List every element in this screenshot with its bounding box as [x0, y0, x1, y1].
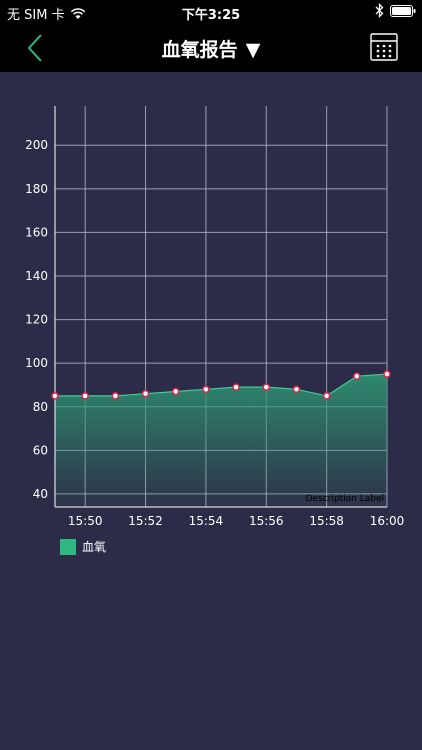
bluetooth-icon [375, 3, 384, 18]
status-bar: 无 SIM 卡 下午3:25 [0, 0, 422, 24]
data-point [322, 392, 331, 400]
series-line [55, 373, 388, 397]
report-type-dropdown[interactable]: 血氧报告 ▼ [0, 35, 422, 62]
data-point [141, 389, 150, 398]
legend-label: 血氧 [82, 540, 107, 554]
data-point [202, 385, 210, 394]
data-point [232, 383, 240, 391]
calendar-button[interactable] [370, 33, 398, 61]
battery-icon [390, 4, 416, 17]
chart-description-label: Description Label [306, 494, 384, 504]
y-tick-label: 200 [25, 138, 48, 152]
data-point [111, 392, 120, 400]
blood-oxygen-chart: 40 60 80 100 120 140 160 180 200 15:50 15:52 15:54 1… [25, 106, 405, 528]
calendar-icon [370, 33, 398, 61]
page-title: 血氧报告 [161, 39, 238, 61]
x-tick-label: 15:50 [68, 514, 103, 528]
y-tick-label: 120 [25, 313, 48, 327]
y-tick-label: 80 [33, 400, 48, 414]
y-tick-label: 60 [33, 443, 48, 457]
y-tick-label: 160 [25, 225, 48, 239]
series-area [55, 374, 387, 507]
data-point [353, 372, 361, 380]
legend-swatch [60, 538, 76, 555]
data-point [81, 392, 89, 400]
x-tick-label: 15:56 [249, 514, 284, 528]
status-time: 下午3:25 [181, 8, 241, 23]
caret-down-icon: ▼ [245, 39, 261, 61]
x-tick-label: 15:52 [128, 514, 163, 528]
wifi-icon [70, 7, 85, 19]
chevron-left-icon [27, 34, 42, 62]
data-point [171, 387, 180, 396]
y-tick-label: 40 [33, 487, 48, 501]
y-tick-label: 140 [25, 269, 48, 283]
data-point [51, 392, 59, 400]
carrier-label: 无 SIM 卡 [7, 8, 65, 23]
y-tick-label: 180 [25, 182, 48, 196]
x-tick-label: 16:00 [370, 514, 405, 528]
data-point [383, 370, 391, 378]
data-point [292, 385, 301, 394]
chart-legend: 血氧 [60, 538, 106, 555]
x-tick-label: 15:58 [309, 514, 344, 528]
back-button[interactable] [22, 32, 52, 64]
x-tick-label: 15:54 [189, 514, 224, 528]
y-tick-label: 100 [25, 356, 48, 370]
status-right [375, 3, 416, 18]
data-point [262, 383, 271, 391]
status-left: 无 SIM 卡 [7, 4, 86, 23]
nav-bar: 血氧报告 ▼ [0, 24, 422, 72]
